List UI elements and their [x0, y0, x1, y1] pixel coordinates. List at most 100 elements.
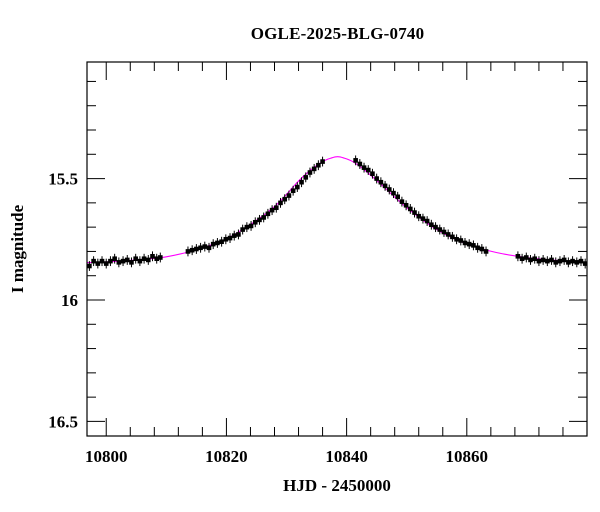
x-axis-label: HJD - 2450000 [283, 476, 391, 495]
data-point [95, 261, 101, 266]
data-point [483, 249, 489, 254]
data-point [471, 243, 476, 248]
data-point [458, 238, 464, 243]
data-point [566, 260, 571, 265]
data-point [290, 188, 296, 194]
data-point [189, 247, 195, 253]
data-point [424, 218, 430, 224]
data-point [450, 234, 455, 240]
x-tick-label: 10860 [446, 447, 489, 466]
data-point [227, 235, 233, 241]
data-point [454, 236, 459, 242]
data-point [524, 255, 529, 260]
data-point [553, 260, 559, 265]
data-point [391, 190, 396, 196]
data-point [353, 158, 358, 163]
data-point [295, 184, 300, 190]
data-point [112, 256, 117, 262]
data-point [87, 263, 92, 269]
axis-tick-labels: 10800 10820 10840 10860 15.5 16 16.5 [48, 170, 488, 466]
data-point [150, 253, 155, 259]
data-point [536, 258, 542, 264]
data-point [574, 260, 580, 265]
data-point [137, 258, 143, 264]
x-tick-label: 10800 [85, 447, 128, 466]
data-point [252, 219, 258, 225]
data-point [557, 258, 563, 264]
data-point [158, 255, 163, 260]
data-point [441, 229, 447, 235]
x-tick-label: 10820 [205, 447, 248, 466]
data-point [141, 256, 147, 262]
data-point [307, 170, 313, 175]
data-point [403, 202, 409, 208]
data-point [540, 257, 546, 263]
data-point [437, 227, 443, 232]
data-point [532, 256, 538, 262]
data-point [240, 227, 245, 232]
data-point [215, 240, 220, 246]
data-point [378, 179, 384, 185]
data-point [408, 206, 413, 212]
data-point [124, 257, 130, 263]
data-point [99, 258, 105, 264]
data-point [274, 205, 279, 211]
data-point [303, 175, 309, 180]
data-point [231, 233, 237, 238]
data-point [108, 258, 113, 264]
data-point [133, 256, 138, 262]
data-point [286, 193, 292, 198]
data-point [515, 253, 521, 259]
y-tick-label: 16 [61, 291, 78, 310]
data-point [570, 258, 575, 264]
data-point [103, 261, 109, 266]
plot-frame [86, 61, 588, 437]
data-point [257, 217, 262, 223]
data-point [433, 224, 438, 230]
data-points [87, 155, 588, 271]
data-point [370, 171, 375, 177]
data-point [316, 162, 321, 168]
data-point [412, 210, 417, 215]
data-point [365, 167, 371, 173]
data-point [475, 245, 480, 251]
chart-title: OGLE-2025-BLG-0740 [250, 24, 425, 43]
data-point [479, 246, 485, 252]
data-point [320, 159, 325, 164]
data-point [154, 256, 160, 262]
data-point [311, 166, 317, 172]
data-point [210, 241, 216, 247]
data-point [278, 200, 283, 206]
data-point [429, 222, 434, 228]
data-point [445, 232, 451, 237]
data-point [549, 257, 554, 263]
y-tick-label: 15.5 [48, 170, 78, 189]
data-point [466, 241, 472, 247]
data-point [416, 213, 422, 219]
data-point [519, 256, 525, 262]
data-point [545, 258, 550, 264]
data-point [91, 258, 96, 264]
data-point [374, 176, 379, 181]
data-point [198, 245, 203, 251]
data-point [561, 257, 567, 263]
data-point [357, 161, 363, 167]
data-point [236, 232, 241, 237]
data-point [116, 260, 122, 265]
data-point [248, 223, 254, 229]
data-point [185, 249, 191, 254]
data-point [395, 194, 400, 200]
data-point [265, 211, 271, 217]
data-point [578, 258, 584, 264]
x-tick-label: 10840 [325, 447, 368, 466]
data-point [382, 183, 388, 189]
data-point [528, 257, 533, 263]
data-point [223, 236, 229, 242]
data-point [269, 207, 275, 213]
data-point [261, 215, 266, 220]
data-point [202, 244, 208, 249]
data-point [129, 260, 134, 265]
data-point [386, 187, 392, 192]
data-point [120, 258, 126, 264]
data-point [194, 246, 199, 252]
